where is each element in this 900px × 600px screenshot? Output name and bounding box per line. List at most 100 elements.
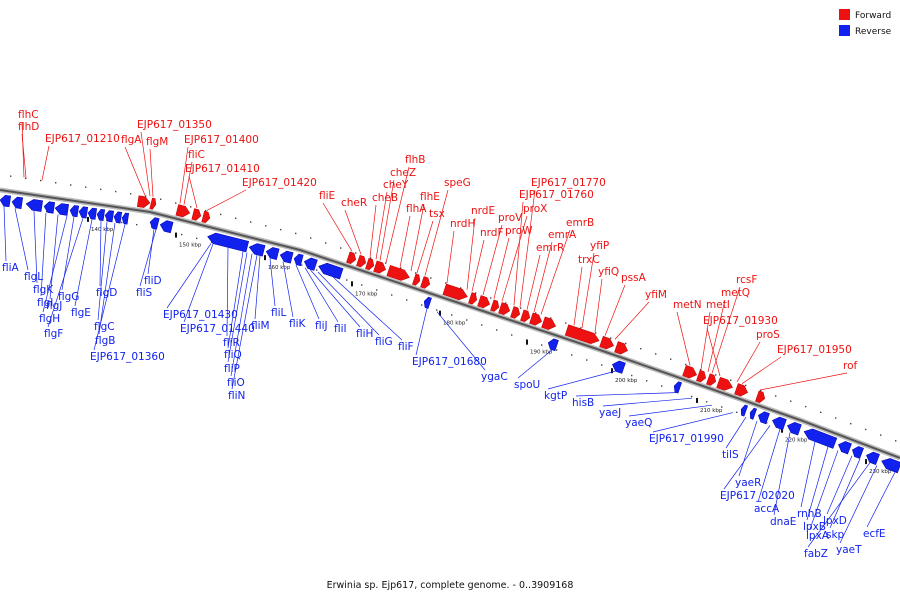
label-connector: [49, 214, 59, 300]
tick-mark: [696, 397, 698, 403]
tick-mark: [175, 232, 177, 238]
label-connector: [471, 239, 485, 292]
label-connector: [866, 471, 896, 528]
minor-dot: [205, 209, 207, 212]
minor-dot: [601, 364, 603, 366]
reverse-gene-arrow: [423, 296, 432, 309]
gene-label-chey: cheY: [383, 179, 409, 191]
label-connector: [723, 425, 771, 490]
label-connector: [540, 229, 571, 315]
label-connector: [295, 264, 320, 320]
minor-dot: [370, 257, 372, 259]
gene-label-ejp617-01770: EJP617_01770: [531, 177, 606, 189]
reverse-gene-arrow: [11, 196, 24, 209]
label-connector: [179, 146, 189, 204]
tick-label: 210 kbp: [700, 408, 723, 414]
minor-dot: [580, 327, 582, 329]
minor-dot: [895, 440, 897, 442]
label-connector: [227, 251, 244, 349]
forward-gene-arrow: [490, 299, 500, 312]
reverse-gene-arrow: [318, 262, 344, 280]
label-connector: [139, 229, 157, 287]
minor-dot: [436, 309, 438, 311]
gene-label-yfim: yfiM: [645, 289, 667, 301]
tick-label: 200 kbp: [615, 378, 638, 384]
label-connector: [98, 222, 116, 335]
gene-label-ejp617-01360: EJP617_01360: [90, 351, 165, 363]
gene-label-emra: emrA: [548, 229, 577, 241]
forward-gene-arrow: [599, 335, 614, 350]
gene-label-flhd: flhD: [18, 121, 39, 133]
minor-dot: [745, 384, 747, 387]
tick-mark: [351, 281, 353, 287]
gene-label-fabz: fabZ: [804, 548, 828, 560]
forward-gene-arrow: [412, 273, 421, 286]
label-connector: [415, 308, 428, 356]
reverse-gene-arrow: [104, 210, 115, 223]
minor-dot: [706, 401, 708, 403]
label-connector: [829, 458, 861, 529]
reverse-gene-arrow: [149, 217, 160, 230]
gene-label-pssa: pssA: [621, 272, 647, 284]
gene-label-flid: fliD: [144, 275, 162, 287]
gene-label-ejp617-01680: EJP617_01680: [412, 356, 487, 368]
label-connector: [282, 261, 294, 318]
label-connector: [826, 455, 853, 515]
gene-label-flgb: flgB: [95, 335, 115, 347]
label-connector: [344, 209, 362, 255]
gene-label-flia: fliA: [2, 262, 20, 274]
label-connector: [513, 201, 524, 306]
minor-dot: [646, 380, 648, 382]
gene-label-flin: fliN: [228, 390, 245, 402]
reverse-gene-arrow: [749, 407, 757, 420]
reverse-gene-arrow: [757, 411, 770, 425]
gene-label-flge: flgE: [71, 307, 91, 319]
minor-dot: [460, 287, 462, 289]
gene-label-nrdf: nrdF: [480, 227, 504, 239]
minor-dot: [685, 363, 687, 366]
forward-gene-arrow: [520, 309, 531, 322]
gene-label-pros: proS: [756, 329, 780, 341]
gene-label-lpxb: lpxB: [803, 521, 826, 533]
minor-dot: [805, 405, 807, 408]
label-connector: [614, 301, 650, 340]
gene-label-ejp617-01430: EJP617_01430: [163, 309, 238, 321]
label-connector: [526, 254, 541, 310]
label-connector: [21, 121, 25, 178]
minor-dot: [280, 228, 282, 231]
gene-label-nrdh: nrdH: [450, 218, 475, 230]
forward-gene-arrow: [706, 373, 717, 386]
minor-dot: [400, 267, 402, 269]
label-connector: [707, 299, 726, 372]
reverse-gene-arrow: [293, 253, 304, 267]
gene-label-flij: fliJ: [315, 320, 328, 332]
gene-label-flgh: flgH: [39, 313, 60, 325]
label-connector: [738, 420, 758, 477]
gene-label-hisb: hisB: [572, 397, 594, 409]
minor-dot: [511, 334, 513, 336]
label-connector: [493, 237, 510, 299]
label-connector: [594, 278, 603, 333]
gene-label-ejp617-01760: EJP617_01760: [519, 189, 594, 201]
label-connector: [410, 203, 425, 272]
gene-label-ejp617-01930: EJP617_01930: [703, 315, 778, 327]
label-connector: [436, 311, 486, 371]
label-connector: [183, 161, 193, 205]
minor-dot: [100, 188, 102, 191]
reverse-gene-arrow: [547, 338, 559, 352]
minor-dot: [70, 184, 72, 186]
reverse-gene-arrow: [787, 422, 802, 436]
gene-label-ejp617-01410: EJP617_01410: [185, 163, 260, 175]
gene-label-flgf: flgF: [44, 328, 63, 340]
minor-dot: [541, 344, 543, 346]
label-connector: [706, 327, 721, 377]
gene-label-flgm: flgM: [146, 136, 168, 148]
minor-dot: [775, 395, 777, 397]
backbone-line: [0, 189, 900, 459]
minor-dot: [391, 294, 393, 296]
gene-label-metn: metN: [673, 299, 702, 311]
reverse-gene-arrow: [265, 247, 280, 261]
minor-dot: [790, 400, 792, 402]
minor-dot: [865, 428, 867, 431]
